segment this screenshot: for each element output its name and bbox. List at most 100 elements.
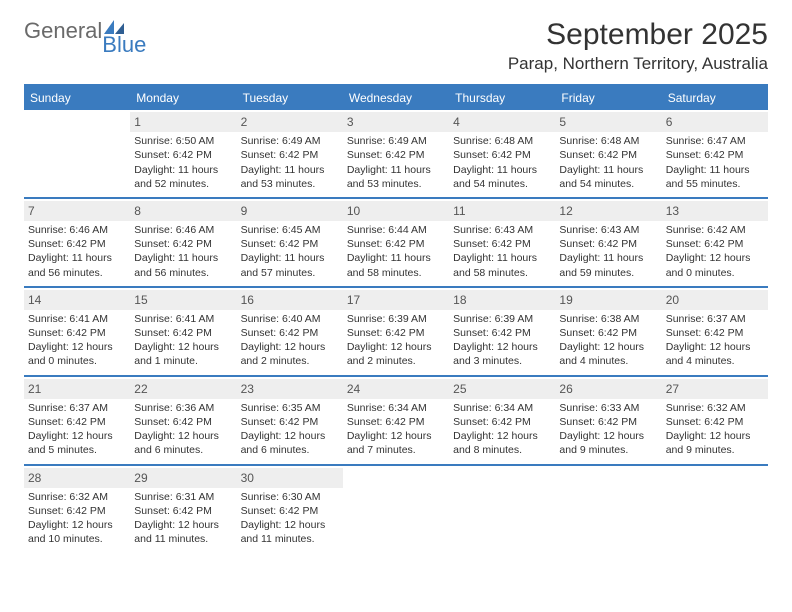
daylight-line: Daylight: 12 hours and 8 minutes. <box>453 429 551 457</box>
day-cell: 30Sunrise: 6:30 AMSunset: 6:42 PMDayligh… <box>237 466 343 553</box>
header: General Blue September 2025 Parap, North… <box>24 18 768 74</box>
daylight-line: Daylight: 12 hours and 10 minutes. <box>28 518 126 546</box>
sunrise-line: Sunrise: 6:43 AM <box>453 223 551 237</box>
sunset-line: Sunset: 6:42 PM <box>28 326 126 340</box>
day-number: 15 <box>130 290 236 310</box>
sunset-line: Sunset: 6:42 PM <box>453 148 551 162</box>
day-cell: 19Sunrise: 6:38 AMSunset: 6:42 PMDayligh… <box>555 288 661 375</box>
day-cell: 15Sunrise: 6:41 AMSunset: 6:42 PMDayligh… <box>130 288 236 375</box>
weekday-header: Tuesday <box>237 86 343 110</box>
empty-cell <box>555 466 661 553</box>
day-cell: 1Sunrise: 6:50 AMSunset: 6:42 PMDaylight… <box>130 110 236 197</box>
daylight-line: Daylight: 12 hours and 9 minutes. <box>559 429 657 457</box>
sunrise-line: Sunrise: 6:41 AM <box>28 312 126 326</box>
day-cell: 12Sunrise: 6:43 AMSunset: 6:42 PMDayligh… <box>555 199 661 286</box>
day-cell: 6Sunrise: 6:47 AMSunset: 6:42 PMDaylight… <box>662 110 768 197</box>
day-number: 30 <box>237 468 343 488</box>
daylight-line: Daylight: 12 hours and 4 minutes. <box>666 340 764 368</box>
sunrise-line: Sunrise: 6:39 AM <box>347 312 445 326</box>
sunrise-line: Sunrise: 6:45 AM <box>241 223 339 237</box>
day-cell: 24Sunrise: 6:34 AMSunset: 6:42 PMDayligh… <box>343 377 449 464</box>
sunset-line: Sunset: 6:42 PM <box>347 237 445 251</box>
day-cell: 20Sunrise: 6:37 AMSunset: 6:42 PMDayligh… <box>662 288 768 375</box>
sunrise-line: Sunrise: 6:32 AM <box>28 490 126 504</box>
day-cell: 27Sunrise: 6:32 AMSunset: 6:42 PMDayligh… <box>662 377 768 464</box>
day-cell: 7Sunrise: 6:46 AMSunset: 6:42 PMDaylight… <box>24 199 130 286</box>
day-number: 13 <box>662 201 768 221</box>
sunset-line: Sunset: 6:42 PM <box>241 148 339 162</box>
sunset-line: Sunset: 6:42 PM <box>134 237 232 251</box>
day-cell: 14Sunrise: 6:41 AMSunset: 6:42 PMDayligh… <box>24 288 130 375</box>
sunrise-line: Sunrise: 6:46 AM <box>134 223 232 237</box>
day-cell: 21Sunrise: 6:37 AMSunset: 6:42 PMDayligh… <box>24 377 130 464</box>
sunset-line: Sunset: 6:42 PM <box>28 415 126 429</box>
daylight-line: Daylight: 12 hours and 2 minutes. <box>241 340 339 368</box>
sunrise-line: Sunrise: 6:37 AM <box>28 401 126 415</box>
title-block: September 2025 Parap, Northern Territory… <box>508 18 768 74</box>
sunset-line: Sunset: 6:42 PM <box>28 237 126 251</box>
sunrise-line: Sunrise: 6:34 AM <box>453 401 551 415</box>
day-number: 11 <box>449 201 555 221</box>
sunset-line: Sunset: 6:42 PM <box>559 415 657 429</box>
sunrise-line: Sunrise: 6:30 AM <box>241 490 339 504</box>
daylight-line: Daylight: 12 hours and 2 minutes. <box>347 340 445 368</box>
day-number: 2 <box>237 112 343 132</box>
day-cell: 9 Sunrise: 6:45 AMSunset: 6:42 PMDaylight… <box>237 199 343 286</box>
daylight-line: Daylight: 12 hours and 11 minutes. <box>134 518 232 546</box>
day-number: 22 <box>130 379 236 399</box>
sunrise-line: Sunrise: 6:43 AM <box>559 223 657 237</box>
daylight-line: Daylight: 12 hours and 6 minutes. <box>134 429 232 457</box>
day-cell: 23Sunrise: 6:35 AMSunset: 6:42 PMDayligh… <box>237 377 343 464</box>
sunset-line: Sunset: 6:42 PM <box>134 504 232 518</box>
weekday-header: Monday <box>130 86 236 110</box>
sunrise-line: Sunrise: 6:41 AM <box>134 312 232 326</box>
day-number: 25 <box>449 379 555 399</box>
daylight-line: Daylight: 12 hours and 0 minutes. <box>666 251 764 279</box>
sunrise-line: Sunrise: 6:33 AM <box>559 401 657 415</box>
sunset-line: Sunset: 6:42 PM <box>453 237 551 251</box>
day-cell: 4Sunrise: 6:48 AMSunset: 6:42 PMDaylight… <box>449 110 555 197</box>
sunset-line: Sunset: 6:42 PM <box>666 237 764 251</box>
day-cell: 10Sunrise: 6:44 AMSunset: 6:42 PMDayligh… <box>343 199 449 286</box>
sunset-line: Sunset: 6:42 PM <box>241 415 339 429</box>
daylight-line: Daylight: 12 hours and 11 minutes. <box>241 518 339 546</box>
sunset-line: Sunset: 6:42 PM <box>28 504 126 518</box>
sunrise-line: Sunrise: 6:32 AM <box>666 401 764 415</box>
daylight-line: Daylight: 11 hours and 53 minutes. <box>347 163 445 191</box>
day-number: 19 <box>555 290 661 310</box>
day-number <box>24 112 130 132</box>
sunset-line: Sunset: 6:42 PM <box>347 148 445 162</box>
day-number: 7 <box>24 201 130 221</box>
daylight-line: Daylight: 12 hours and 9 minutes. <box>666 429 764 457</box>
sunrise-line: Sunrise: 6:31 AM <box>134 490 232 504</box>
location: Parap, Northern Territory, Australia <box>508 54 768 74</box>
sunset-line: Sunset: 6:42 PM <box>134 415 232 429</box>
sunrise-line: Sunrise: 6:50 AM <box>134 134 232 148</box>
day-number <box>555 468 661 488</box>
sunset-line: Sunset: 6:42 PM <box>241 237 339 251</box>
day-cell: 3Sunrise: 6:49 AMSunset: 6:42 PMDaylight… <box>343 110 449 197</box>
calendar-grid: SundayMondayTuesdayWednesdayThursdayFrid… <box>24 86 768 552</box>
day-number: 9 <box>237 201 343 221</box>
daylight-line: Daylight: 12 hours and 0 minutes. <box>28 340 126 368</box>
day-number: 23 <box>237 379 343 399</box>
daylight-line: Daylight: 11 hours and 56 minutes. <box>28 251 126 279</box>
month-title: September 2025 <box>508 18 768 52</box>
sunset-line: Sunset: 6:42 PM <box>559 148 657 162</box>
day-number: 17 <box>343 290 449 310</box>
day-number: 20 <box>662 290 768 310</box>
day-number: 24 <box>343 379 449 399</box>
day-cell: 13Sunrise: 6:42 AMSunset: 6:42 PMDayligh… <box>662 199 768 286</box>
sunset-line: Sunset: 6:42 PM <box>666 326 764 340</box>
daylight-line: Daylight: 12 hours and 1 minute. <box>134 340 232 368</box>
day-number: 21 <box>24 379 130 399</box>
daylight-line: Daylight: 11 hours and 55 minutes. <box>666 163 764 191</box>
daylight-line: Daylight: 11 hours and 54 minutes. <box>559 163 657 191</box>
daylight-line: Daylight: 12 hours and 3 minutes. <box>453 340 551 368</box>
daylight-line: Daylight: 11 hours and 57 minutes. <box>241 251 339 279</box>
day-number: 12 <box>555 201 661 221</box>
weekday-header: Friday <box>555 86 661 110</box>
weekday-header: Saturday <box>662 86 768 110</box>
day-cell: 26Sunrise: 6:33 AMSunset: 6:42 PMDayligh… <box>555 377 661 464</box>
day-number: 3 <box>343 112 449 132</box>
